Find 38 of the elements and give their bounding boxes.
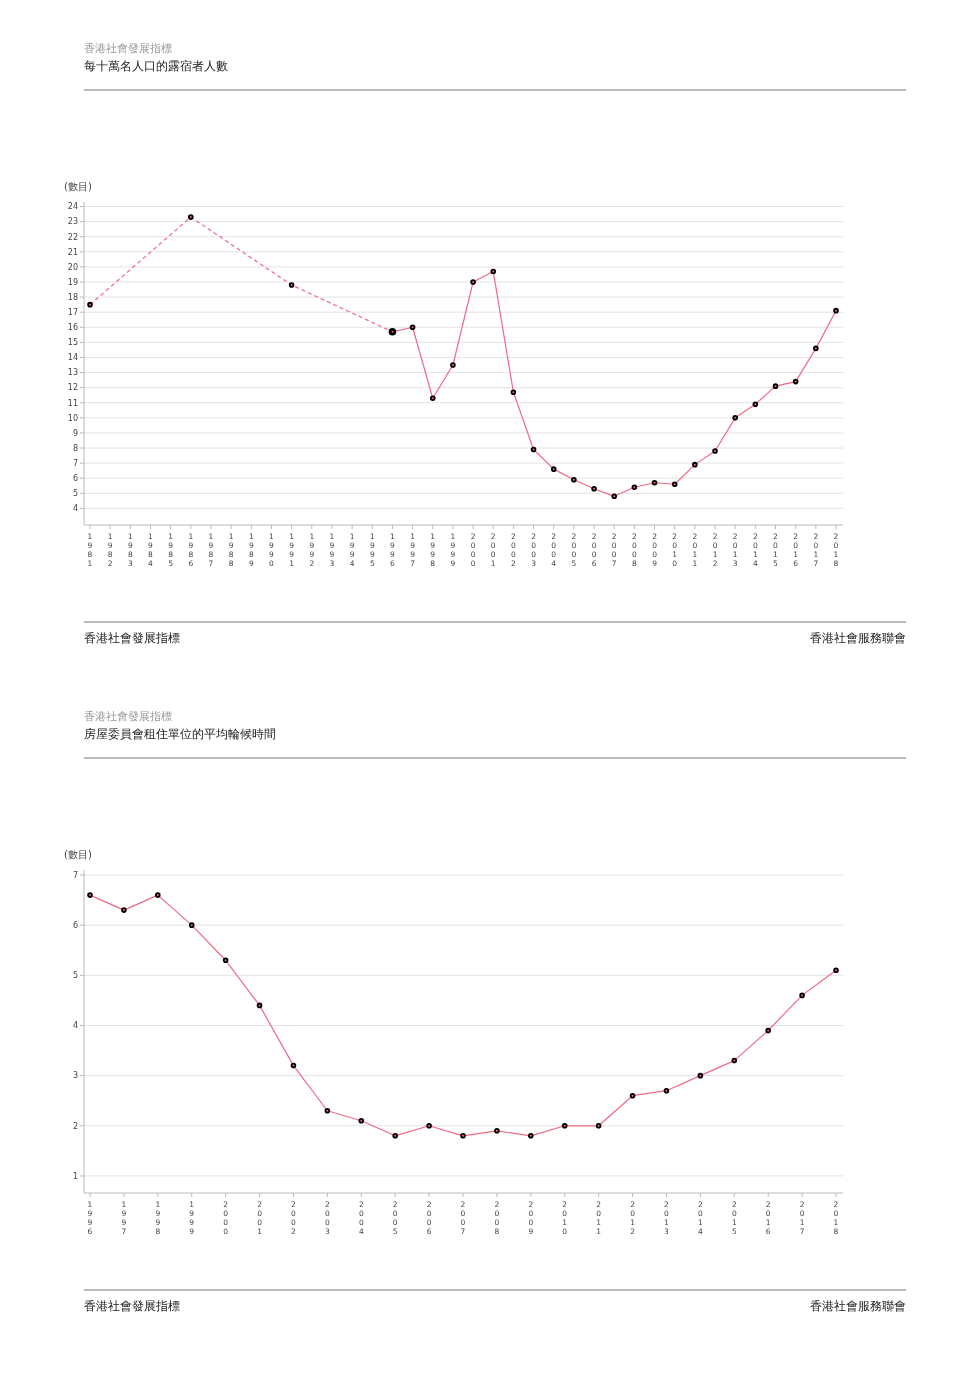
y-tick-label: 2 (72, 1121, 78, 1131)
y-tick-label: 15 (67, 338, 78, 348)
y-tick-label: 10 (67, 413, 78, 423)
y-tick-label: 5 (72, 971, 78, 981)
text: 香港社會發展指標 (84, 631, 180, 645)
y-tick-label: 23 (67, 217, 78, 227)
y-tick-label: 12 (67, 383, 78, 393)
y-tick-label: 20 (67, 262, 78, 272)
y-tick-label: 1 (72, 1171, 78, 1181)
y-axis-title: (數目) (64, 849, 92, 860)
chart-subtitle: 香港社會發展指標 (84, 710, 172, 723)
y-tick-label: 11 (67, 398, 78, 408)
y-tick-label: 19 (67, 277, 78, 287)
chart-title: 房屋委員會租住單位的平均輪候時間 (84, 727, 276, 741)
y-tick-label: 7 (72, 458, 78, 468)
y-tick-label: 22 (67, 232, 78, 242)
y-tick-label: 18 (67, 292, 78, 302)
y-tick-label: 4 (72, 504, 78, 514)
y-tick-label: 7 (72, 870, 78, 880)
text: 香港社會服務聯會 (810, 631, 906, 645)
y-tick-label: 16 (67, 323, 78, 333)
y-tick-label: 13 (67, 368, 78, 378)
y-tick-label: 6 (72, 474, 78, 484)
y-tick-label: 8 (72, 443, 78, 453)
y-tick-label: 5 (72, 489, 78, 499)
y-tick-label: 14 (67, 353, 78, 363)
y-tick-label: 3 (72, 1071, 78, 1081)
chart-title: 每十萬名人口的露宿者人數 (84, 59, 228, 73)
text: 香港社會發展指標 (84, 1299, 180, 1313)
y-tick-label: 6 (72, 920, 78, 930)
chart-subtitle: 香港社會發展指標 (84, 42, 172, 55)
y-tick-label: 24 (67, 202, 78, 212)
y-tick-label: 17 (67, 307, 78, 317)
y-tick-label: 21 (67, 247, 78, 257)
y-tick-label: 9 (72, 428, 78, 438)
y-axis-title: (數目) (64, 181, 92, 192)
y-tick-label: 4 (72, 1021, 78, 1031)
text: 香港社會服務聯會 (810, 1299, 906, 1313)
